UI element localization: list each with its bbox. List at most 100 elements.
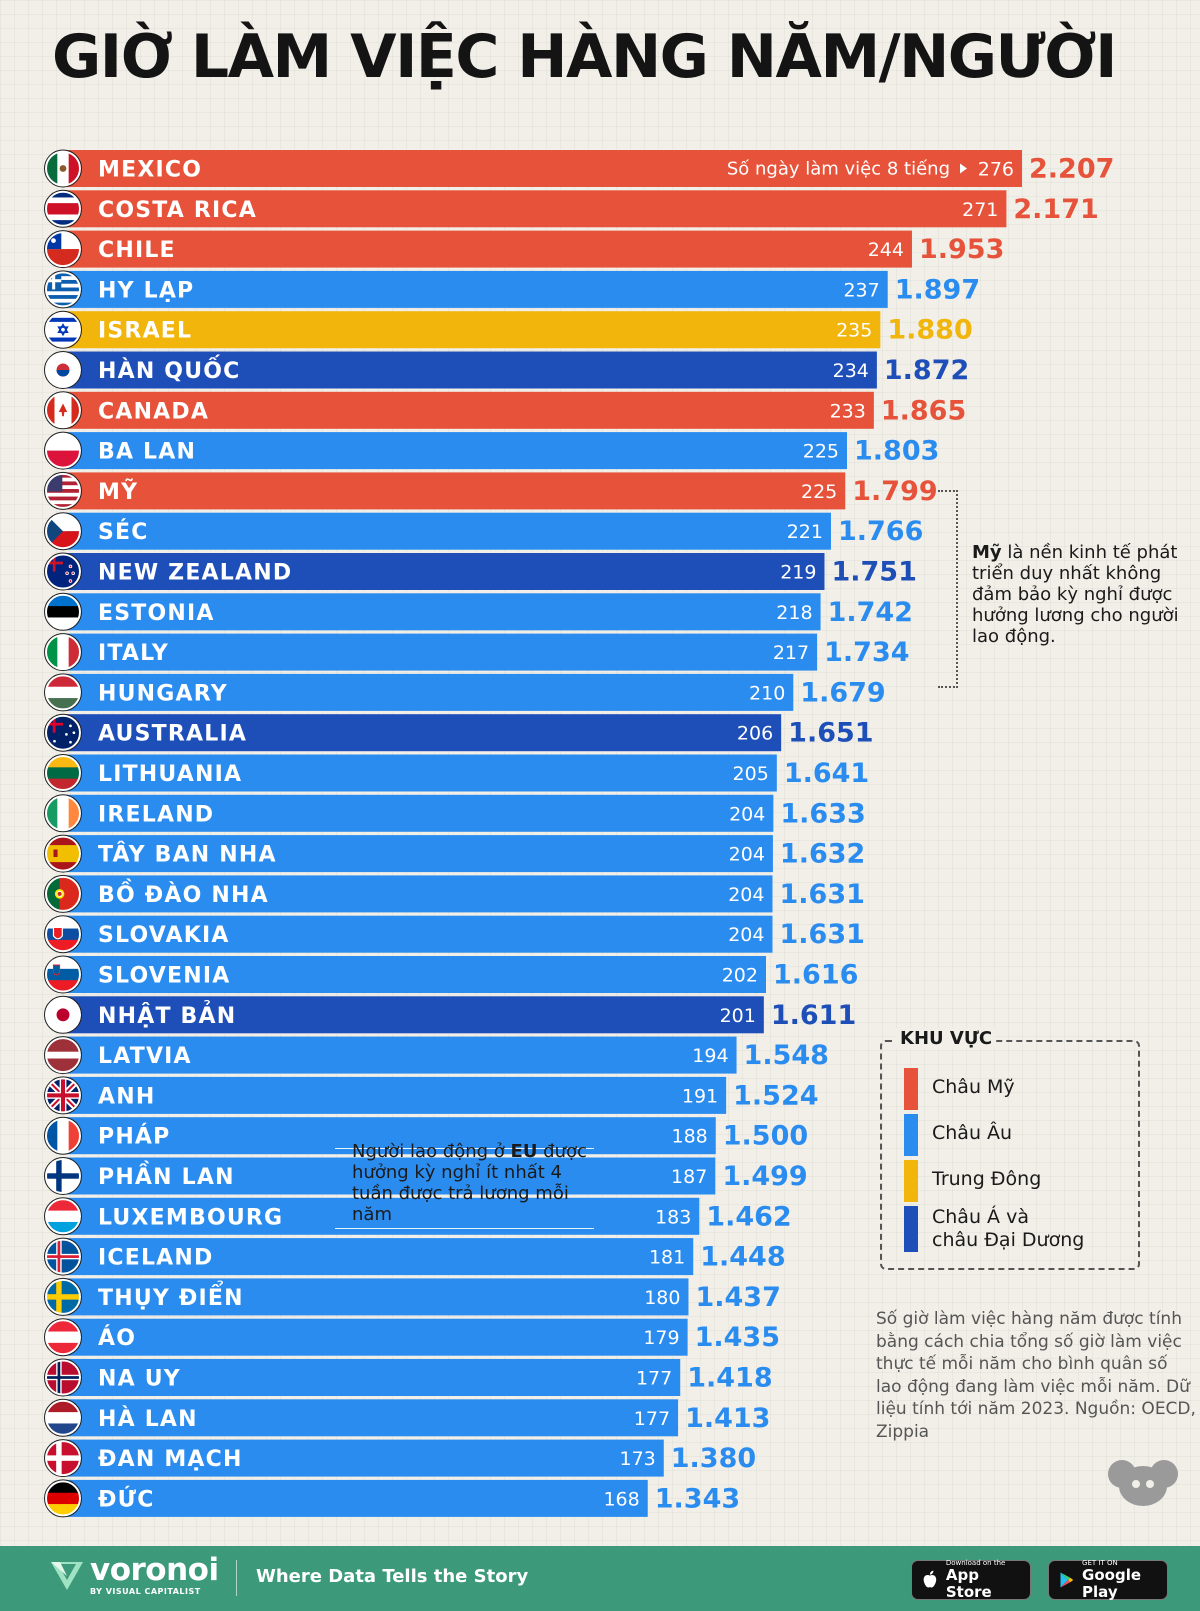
value-label: 1.548 [744,1040,829,1071]
flag-outline [44,230,82,269]
days-label: 177 [634,1408,670,1430]
bar [66,1157,716,1195]
days-label: 217 [773,642,809,664]
bar-row: CHILE 244 1.953 [44,230,1004,269]
app-store-button[interactable]: Download on the App Store [911,1559,1031,1601]
days-label: 177 [636,1368,672,1390]
flag-ring [45,956,81,993]
value-label: 1.872 [884,355,969,386]
brand[interactable]: voronoi BY VISUAL CAPITALIST [48,1554,219,1596]
days-label: 205 [733,763,769,785]
bar [66,351,877,389]
flag-outline [44,1157,82,1195]
flag-ring [45,472,81,509]
legend-swatch-middle-east [904,1160,918,1202]
voronoi-mark-icon [1108,1460,1178,1506]
flag-ring [45,1399,81,1436]
country-label: MỸ [98,479,138,505]
country-label: ICELAND [98,1246,213,1271]
canada-flag [46,393,80,428]
flag-ring [45,513,81,550]
eu-annotation-line-bottom [335,1228,594,1229]
days-label: 225 [803,441,839,463]
bar-row: HY LẠP 237 1.897 [44,270,980,309]
flag-outline [44,1318,82,1357]
legend-label-europe: Châu Âu [932,1122,1013,1144]
bar-row: NA UY 177 1.418 [44,1358,773,1397]
flag-outline [44,431,82,470]
flag-ring [45,1480,81,1517]
bar [66,593,821,631]
country-label: ĐAN MẠCH [98,1447,243,1472]
bar [66,553,825,590]
flag-ring [45,634,81,671]
flag-ring [45,1077,81,1114]
bar [66,794,774,832]
bar [66,633,818,671]
bar [66,270,888,308]
flag-outline [44,834,82,873]
country-label: BỒ ĐÀO NHA [98,879,269,908]
bar-row: SLOVAKIA 204 1.631 [44,915,865,954]
flag-outline [44,915,82,954]
value-label: 1.343 [655,1483,740,1514]
days-label: 244 [868,239,904,261]
bar-row: ANH 191 1.524 [44,1076,819,1115]
bar-row: IRELAND 204 1.633 [44,794,866,833]
footer: voronoi BY VISUAL CAPITALIST Where Data … [0,1546,1200,1611]
legend-title: KHU VỰC [896,1028,997,1049]
country-label: LITHUANIA [98,762,242,787]
value-label: 1.865 [881,395,966,426]
flag-ring [45,231,81,268]
value-label: 1.766 [838,516,923,547]
flag-outline [44,351,82,389]
country-label: PHẦN LAN [98,1161,235,1190]
days-label: 202 [722,965,758,987]
legend-swatch-europe [904,1114,918,1156]
country-label: CHILE [98,238,176,263]
bar [66,190,1007,228]
country-label: HUNGARY [98,681,228,706]
country-label: HÀ LAN [98,1406,198,1432]
eu-annotation-post: được hưởng kỳ nghỉ ít nhất 4 tuần được t… [352,1141,587,1225]
estonia-flag [46,594,80,629]
mexico-flag [46,151,80,186]
flag-ring [45,1198,81,1235]
flag-ring [45,1037,81,1074]
voronoi-logo-icon [51,1562,83,1590]
flag-ring [45,352,81,388]
legend: KHU VỰC Châu Mỹ Châu Âu Trung Đông Châu … [880,1028,1140,1270]
us-annotation-bracket [938,490,958,688]
bar [66,472,846,510]
days-label: 221 [787,521,823,543]
days-label: 204 [729,844,765,866]
flag-ring [45,835,81,872]
value-label: 1.524 [733,1080,818,1111]
bar-row: PHẦN LAN 187 1.499 [44,1157,808,1195]
bar [66,956,766,993]
bar-row: LITHUANIA 205 1.641 [44,754,869,792]
google-play-label: Google Play [1082,1566,1142,1601]
bar-row: PHÁP 188 1.500 [44,1116,808,1155]
flag-outline [44,1237,82,1276]
days-label: 234 [833,360,869,382]
poland-flag [46,433,80,468]
country-label: HÀN QUỐC [98,355,241,384]
country-label: ISRAEL [98,319,192,344]
country-label: SLOVAKIA [98,923,230,948]
country-label: ĐỨC [98,1486,155,1512]
flag-ring [45,1278,81,1315]
country-label: SLOVENIA [98,964,230,989]
bar [66,915,773,953]
value-label: 1.751 [831,557,916,588]
google-play-button[interactable]: GET IT ON Google Play [1048,1559,1168,1601]
bar-row: BỒ ĐÀO NHA 204 1.631 [44,874,865,913]
value-label: 1.413 [685,1403,770,1434]
value-label: 1.799 [852,476,937,507]
hungary-flag [46,675,80,710]
bar [66,1076,727,1114]
value-label: 1.448 [700,1242,785,1273]
bar-row: BA LAN 225 1.803 [44,431,939,470]
eu-annotation-line-top [335,1148,594,1149]
legend-swatch-asia-oceania [904,1206,918,1252]
